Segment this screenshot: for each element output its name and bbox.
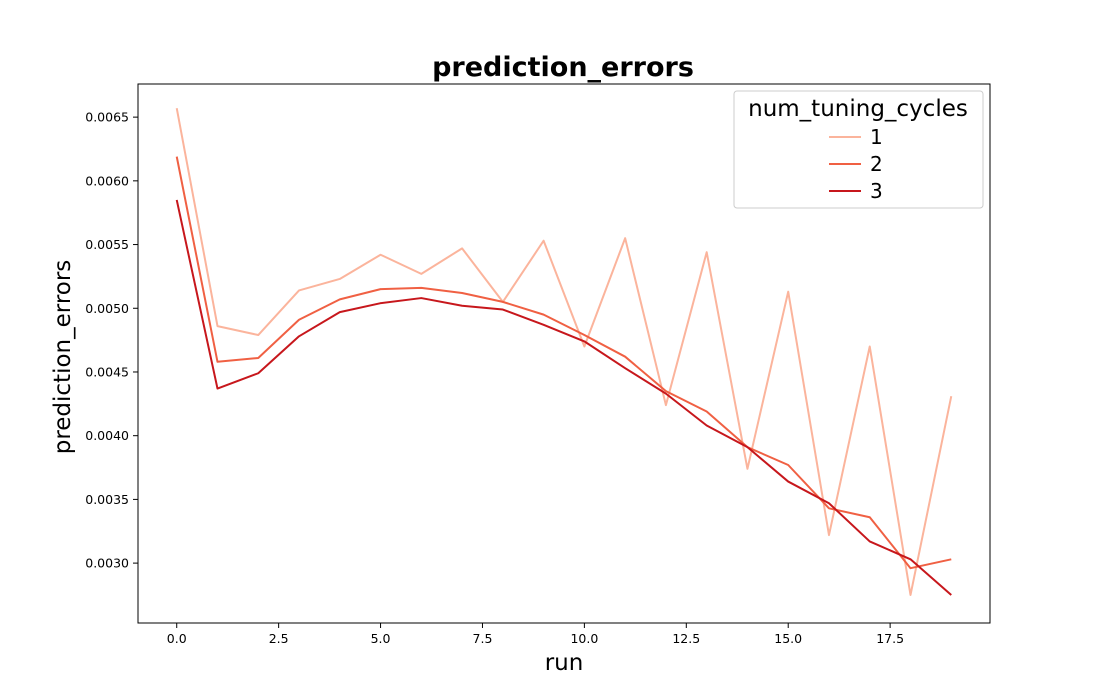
x-tick-label: 17.5 xyxy=(876,631,904,646)
y-tick-label: 0.0055 xyxy=(85,237,129,252)
legend-entries: 1 2 3 xyxy=(829,125,883,203)
legend-label-1: 1 xyxy=(870,125,883,149)
plot-frame xyxy=(137,83,991,624)
x-tick-label: 2.5 xyxy=(269,631,289,646)
legend-title: num_tuning_cycles xyxy=(748,96,968,122)
x-tick-label: 0.0 xyxy=(167,631,187,646)
y-tick-label: 0.0030 xyxy=(85,556,129,571)
x-tick-label: 7.5 xyxy=(473,631,493,646)
x-tick-label: 5.0 xyxy=(371,631,391,646)
x-axis-label: run xyxy=(545,650,584,676)
y-axis-label: prediction_errors xyxy=(50,260,76,455)
legend: num_tuning_cycles 1 2 3 xyxy=(733,90,984,209)
series-line-1 xyxy=(175,108,953,596)
series-line-3 xyxy=(175,199,952,596)
y-axis: 0.0030 0.0035 0.0040 0.0045 0.0050 0.0055 0.00… xyxy=(85,110,138,571)
y-tick-label: 0.0040 xyxy=(85,428,129,443)
x-tick-label: 15.0 xyxy=(774,631,802,646)
x-tick-label: 10.0 xyxy=(570,631,598,646)
legend-label-3: 3 xyxy=(870,179,883,203)
series-layer xyxy=(175,108,953,596)
legend-label-2: 2 xyxy=(870,152,883,176)
chart-title: prediction_errors xyxy=(432,52,694,83)
y-tick-label: 0.0035 xyxy=(85,492,129,507)
y-tick-label: 0.0050 xyxy=(85,301,129,316)
y-tick-label: 0.0060 xyxy=(85,173,129,188)
x-tick-label: 12.5 xyxy=(672,631,700,646)
y-tick-label: 0.0045 xyxy=(85,364,129,379)
x-axis: 0.0 2.5 5.0 7.5 10.0 12.5 15.0 17.5 xyxy=(167,623,904,646)
y-tick-label: 0.0065 xyxy=(85,110,129,125)
legend-box xyxy=(733,90,984,209)
series-line-2 xyxy=(175,156,952,570)
